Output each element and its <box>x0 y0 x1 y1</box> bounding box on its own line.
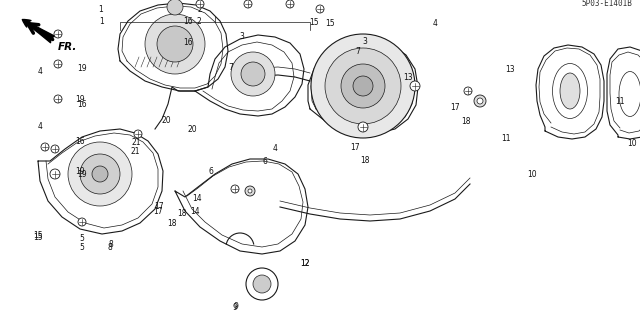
Text: FR.: FR. <box>58 42 77 52</box>
Circle shape <box>54 60 62 68</box>
Text: 21: 21 <box>132 138 141 147</box>
Text: 1: 1 <box>99 4 104 13</box>
Text: 4: 4 <box>433 19 437 28</box>
Circle shape <box>78 218 86 226</box>
Text: 3: 3 <box>239 32 244 41</box>
Circle shape <box>196 0 204 8</box>
Circle shape <box>92 166 108 182</box>
Circle shape <box>51 145 59 153</box>
Circle shape <box>41 143 49 151</box>
Text: 16: 16 <box>183 17 193 26</box>
Circle shape <box>353 76 373 96</box>
Text: 6: 6 <box>209 167 214 176</box>
Circle shape <box>231 185 239 193</box>
Text: 8: 8 <box>108 242 113 251</box>
Text: 9: 9 <box>232 302 237 311</box>
Text: 12: 12 <box>300 259 309 268</box>
Text: 13: 13 <box>505 64 515 73</box>
Text: 19: 19 <box>77 170 87 179</box>
Circle shape <box>358 122 368 132</box>
Circle shape <box>244 0 252 8</box>
Text: 19: 19 <box>77 64 87 73</box>
Circle shape <box>464 87 472 95</box>
Text: 17: 17 <box>450 102 460 112</box>
Text: 18: 18 <box>178 209 187 218</box>
Text: 15: 15 <box>325 19 335 27</box>
Circle shape <box>231 52 275 96</box>
Circle shape <box>253 275 271 293</box>
Text: 14: 14 <box>190 206 200 216</box>
Text: 21: 21 <box>131 146 140 155</box>
Text: 12: 12 <box>300 259 310 269</box>
Text: 5P03-E1401B: 5P03-E1401B <box>581 0 632 8</box>
Text: 15: 15 <box>33 231 44 240</box>
Text: 18: 18 <box>360 156 369 165</box>
Text: 18: 18 <box>167 219 177 228</box>
Text: 17: 17 <box>154 202 164 211</box>
Text: 20: 20 <box>161 116 172 125</box>
Circle shape <box>311 34 415 138</box>
Ellipse shape <box>552 63 588 118</box>
Text: 10: 10 <box>627 139 637 149</box>
Circle shape <box>325 48 401 124</box>
Ellipse shape <box>619 71 640 116</box>
Text: 5: 5 <box>79 234 84 243</box>
Text: 4: 4 <box>273 144 278 153</box>
Circle shape <box>157 26 193 62</box>
Circle shape <box>286 0 294 8</box>
Circle shape <box>167 0 183 15</box>
Circle shape <box>68 142 132 206</box>
Circle shape <box>248 189 252 193</box>
Text: 15: 15 <box>33 233 43 241</box>
Text: 5: 5 <box>79 242 84 251</box>
Circle shape <box>241 62 265 86</box>
Text: 16: 16 <box>75 137 85 145</box>
Text: 17: 17 <box>350 143 360 152</box>
Circle shape <box>474 95 486 107</box>
Text: 11: 11 <box>501 134 510 143</box>
Text: 15: 15 <box>308 19 319 27</box>
Text: 13: 13 <box>403 73 413 82</box>
Circle shape <box>341 64 385 108</box>
Text: 11: 11 <box>615 97 625 106</box>
Text: 1: 1 <box>99 17 104 26</box>
Text: 14: 14 <box>192 194 202 203</box>
Text: 16: 16 <box>182 38 193 47</box>
Circle shape <box>50 169 60 179</box>
Ellipse shape <box>560 73 580 109</box>
Circle shape <box>54 30 62 38</box>
Text: 3: 3 <box>363 36 367 46</box>
Text: 10: 10 <box>527 170 538 179</box>
Text: 18: 18 <box>461 116 471 125</box>
Circle shape <box>316 5 324 13</box>
Circle shape <box>245 186 255 196</box>
Circle shape <box>145 14 205 74</box>
Circle shape <box>134 130 142 138</box>
Circle shape <box>54 95 62 103</box>
Text: 4: 4 <box>37 122 42 130</box>
Text: 17: 17 <box>153 206 163 216</box>
Text: 4: 4 <box>38 66 42 76</box>
Text: 20: 20 <box>187 124 197 133</box>
Text: 16: 16 <box>77 100 87 109</box>
Circle shape <box>80 154 120 194</box>
Circle shape <box>246 268 278 300</box>
Text: 19: 19 <box>75 94 85 103</box>
Circle shape <box>410 81 420 91</box>
Text: 9: 9 <box>233 302 238 311</box>
Circle shape <box>477 98 483 104</box>
Text: 6: 6 <box>262 157 268 166</box>
Text: 7: 7 <box>356 47 360 56</box>
Text: 19: 19 <box>75 167 85 175</box>
Text: 2: 2 <box>198 4 202 13</box>
Text: 2: 2 <box>196 17 201 26</box>
Text: 7: 7 <box>228 63 233 72</box>
Text: 8: 8 <box>108 241 113 249</box>
